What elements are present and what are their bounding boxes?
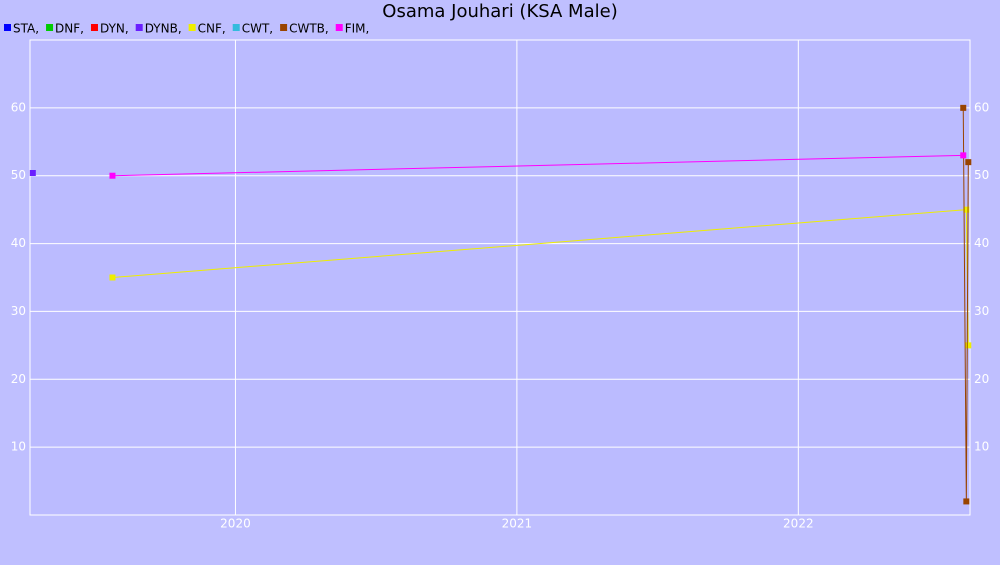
legend-label: STA, xyxy=(13,22,39,36)
legend-label: DNF, xyxy=(55,22,84,36)
y2-tick-label: 30 xyxy=(974,304,989,318)
data-point xyxy=(963,498,970,505)
data-point xyxy=(960,104,967,111)
legend-swatch xyxy=(4,24,11,31)
legend-swatch xyxy=(232,24,240,31)
legend-swatch xyxy=(90,24,98,31)
y2-tick-label: 10 xyxy=(974,440,989,454)
legend-label: CNF, xyxy=(198,22,226,36)
y-tick-label: 20 xyxy=(11,372,26,386)
legend-label: CWTB, xyxy=(289,22,329,36)
legend-label: DYN, xyxy=(100,22,129,36)
data-point xyxy=(109,172,116,179)
legend-label: CWT, xyxy=(242,22,273,36)
plot-area xyxy=(29,39,971,516)
legend-swatch xyxy=(135,24,143,31)
data-point xyxy=(109,274,116,281)
y-tick-label: 30 xyxy=(11,304,26,318)
y2-tick-label: 60 xyxy=(974,100,989,114)
y-tick-label: 60 xyxy=(11,100,26,114)
legend-label: DYNB, xyxy=(145,22,182,36)
chart-title: Osama Jouhari (KSA Male) xyxy=(382,1,617,22)
y2-tick-label: 50 xyxy=(974,168,989,182)
data-point xyxy=(29,170,36,176)
data-point xyxy=(965,159,972,166)
x-tick-label: 2021 xyxy=(502,517,533,531)
x-tick-label: 2020 xyxy=(220,517,251,531)
legend-swatch xyxy=(188,24,196,31)
data-point xyxy=(965,342,972,349)
legend-swatch xyxy=(280,24,288,31)
data-point xyxy=(960,152,967,159)
y-tick-label: 40 xyxy=(11,236,26,250)
series-line xyxy=(112,154,964,177)
legend-swatch xyxy=(335,24,343,31)
y2-tick-label: 40 xyxy=(974,236,989,250)
legend-swatch xyxy=(46,24,54,31)
legend-label: FIM, xyxy=(345,22,370,36)
data-point xyxy=(963,206,970,213)
y-tick-label: 50 xyxy=(11,168,26,182)
x-tick-label: 2022 xyxy=(783,517,814,531)
y2-tick-label: 20 xyxy=(974,372,989,386)
y-tick-label: 10 xyxy=(11,440,26,454)
